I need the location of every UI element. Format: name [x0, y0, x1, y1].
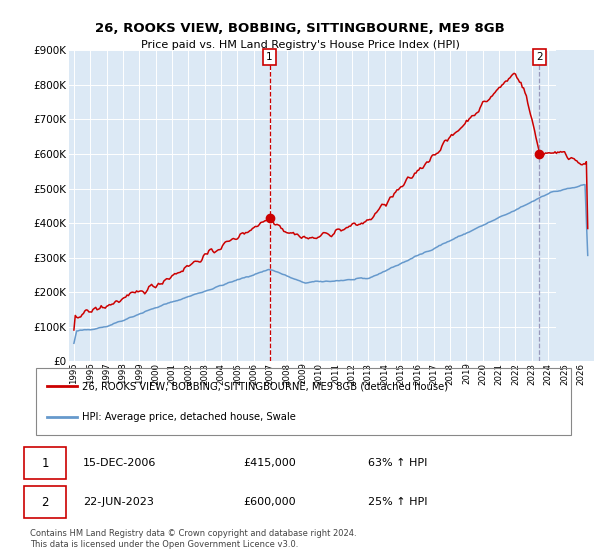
Text: 2: 2	[41, 496, 49, 508]
Text: 1: 1	[41, 456, 49, 469]
Text: Contains HM Land Registry data © Crown copyright and database right 2024.
This d: Contains HM Land Registry data © Crown c…	[30, 529, 356, 549]
Text: 63% ↑ HPI: 63% ↑ HPI	[368, 458, 427, 468]
Bar	[556, 50, 594, 361]
Text: 26, ROOKS VIEW, BOBBING, SITTINGBOURNE, ME9 8GB (detached house): 26, ROOKS VIEW, BOBBING, SITTINGBOURNE, …	[82, 381, 449, 391]
Text: £415,000: £415,000	[244, 458, 296, 468]
Text: 1: 1	[266, 52, 273, 62]
Text: Price paid vs. HM Land Registry's House Price Index (HPI): Price paid vs. HM Land Registry's House …	[140, 40, 460, 50]
Text: 25% ↑ HPI: 25% ↑ HPI	[368, 497, 427, 507]
Text: 26, ROOKS VIEW, BOBBING, SITTINGBOURNE, ME9 8GB: 26, ROOKS VIEW, BOBBING, SITTINGBOURNE, …	[95, 22, 505, 35]
Text: HPI: Average price, detached house, Swale: HPI: Average price, detached house, Swal…	[82, 412, 296, 422]
Text: 15-DEC-2006: 15-DEC-2006	[83, 458, 156, 468]
Text: 22-JUN-2023: 22-JUN-2023	[83, 497, 154, 507]
Bar	[23, 447, 66, 479]
Text: £600,000: £600,000	[244, 497, 296, 507]
Bar	[23, 487, 66, 517]
Text: 2: 2	[536, 52, 542, 62]
